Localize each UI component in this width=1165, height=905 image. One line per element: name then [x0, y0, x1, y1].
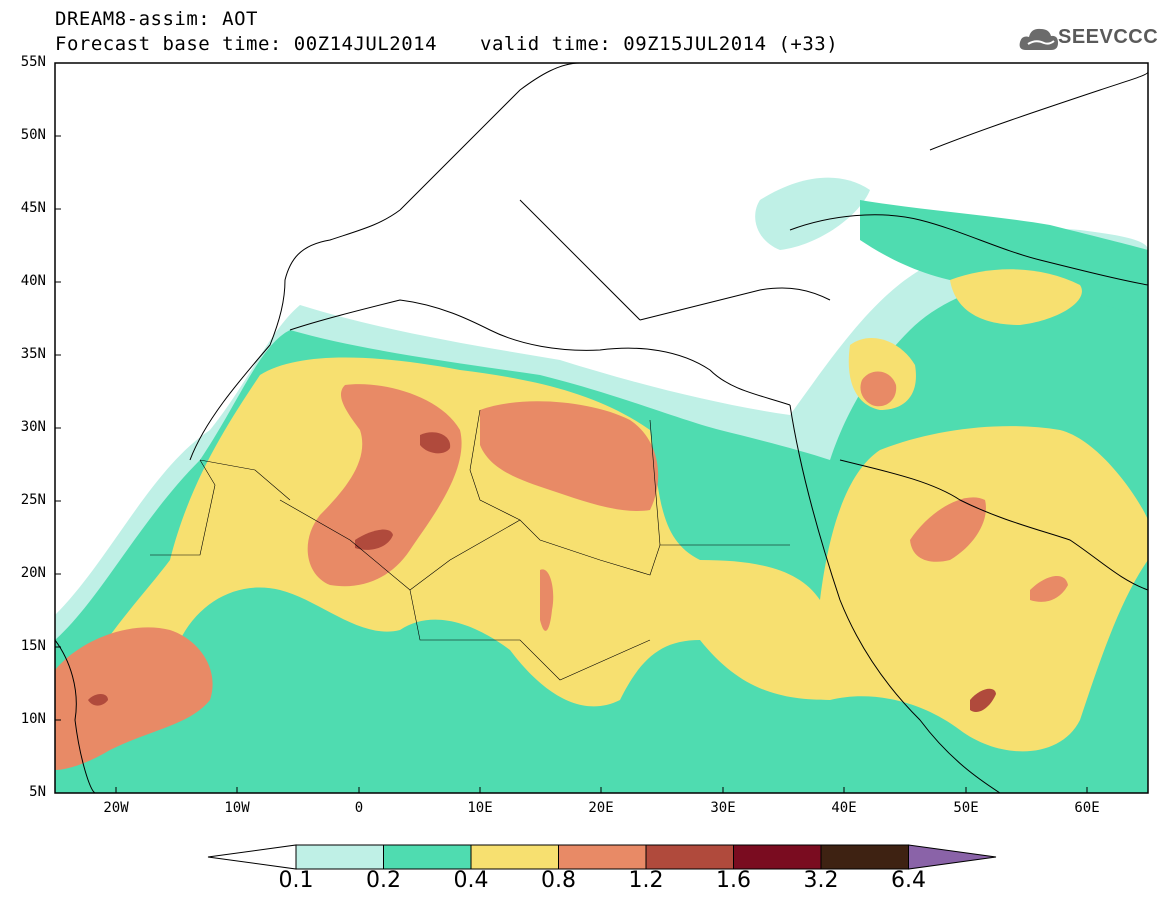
lat-label: 35N: [20, 346, 46, 362]
colorbar-label: 0.8: [541, 868, 576, 893]
colorbar-segment: [470, 844, 559, 870]
colorbar-segment: [295, 844, 384, 870]
lon-label: 40E: [831, 800, 857, 816]
colorbar-segment: [645, 844, 734, 870]
lon-label: 10E: [467, 800, 493, 816]
lat-label: 25N: [20, 492, 46, 508]
lat-label: 10N: [20, 711, 46, 727]
chart-title: DREAM8-assim: AOT: [55, 8, 258, 30]
forecast-base-time: Forecast base time: 00Z14JUL2014: [55, 33, 438, 55]
lon-label: 20W: [103, 800, 129, 816]
lat-label: 45N: [20, 200, 46, 216]
lat-label: 55N: [20, 54, 46, 70]
colorbar-label: 0.2: [366, 868, 401, 893]
aot-band-1.2-somalia: [970, 688, 996, 713]
aot-band-0.4-caspian: [950, 269, 1082, 325]
colorbar-segment: [383, 844, 472, 870]
lat-label: 50N: [20, 127, 46, 143]
coastlines: [55, 63, 1148, 793]
lon-label: 50E: [953, 800, 979, 816]
colorbar-label: 0.1: [278, 868, 314, 893]
aot-band-0.8-libya: [480, 401, 659, 511]
logo-text: SEEVCCC: [1058, 26, 1159, 48]
borders: [150, 409, 790, 681]
lon-label: 20E: [588, 800, 614, 816]
lat-label: 5N: [29, 784, 46, 800]
lon-label: 30E: [710, 800, 736, 816]
aot-band-0.4: [60, 357, 1148, 760]
aot-band-0.8-iraq: [860, 371, 897, 407]
colorbar-label: 3.2: [803, 868, 839, 893]
colorbar-label: 0.4: [453, 868, 489, 893]
lon-label: 0: [354, 800, 364, 816]
colorbar-label: 6.4: [891, 868, 926, 893]
lat-label: 40N: [20, 273, 46, 289]
axis-ticks: [55, 62, 1088, 793]
colorbar-segment: [820, 844, 909, 870]
lat-label: 15N: [20, 638, 46, 654]
cloud-icon: [1019, 28, 1058, 50]
aot-band-1.2-algeria: [420, 432, 451, 454]
colorbar-segment: [733, 844, 822, 870]
colorbar-low-arrow: [207, 844, 297, 870]
aot-band-0.8-oman: [1030, 575, 1068, 602]
lat-label: 20N: [20, 565, 46, 581]
colorbar-label: 1.2: [628, 868, 664, 893]
aot-band-1.2-niger: [355, 529, 393, 550]
aot-band-0.1-north: [755, 177, 870, 250]
aot-band-0.8-arabia: [910, 497, 986, 562]
colorbar-high-arrow: [908, 844, 997, 870]
colorbar-segment: [558, 844, 647, 870]
colorbar-label: 1.6: [716, 868, 751, 893]
valid-time: valid time: 09Z15JUL2014 (+33): [480, 33, 839, 55]
aot-band-1.2-westafrica: [88, 694, 108, 706]
lon-label: 10W: [224, 800, 250, 816]
lat-label: 30N: [20, 419, 46, 435]
aot-band-0.8-westafrica: [55, 627, 213, 770]
lon-label: 60E: [1074, 800, 1100, 816]
aot-band-0.8-chad: [540, 569, 554, 631]
